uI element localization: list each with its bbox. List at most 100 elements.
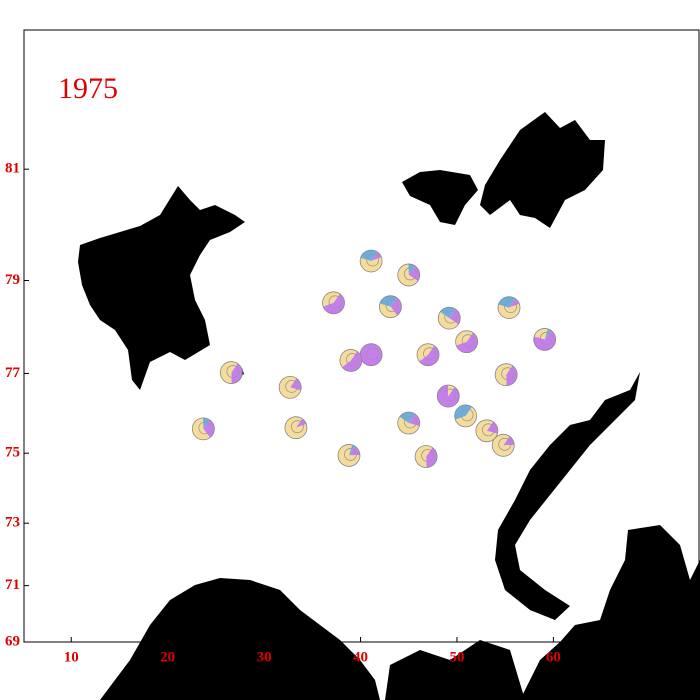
pie-outline	[494, 363, 518, 387]
pie-outline	[436, 384, 460, 408]
pie-inner-ring	[443, 388, 457, 402]
pie-slice	[440, 307, 456, 319]
map-title: 1975	[58, 72, 118, 105]
pie-outline	[397, 263, 421, 287]
pie-slice	[408, 265, 420, 282]
y-tick-label: 79	[5, 272, 20, 288]
pie-slice	[492, 434, 515, 457]
pie-outline	[437, 306, 461, 330]
pie-outline	[379, 295, 402, 319]
pie-inner-ring	[481, 423, 495, 437]
pie-slice	[203, 417, 210, 429]
pie	[219, 361, 243, 384]
pie-inner-ring	[345, 353, 359, 366]
y-tick-label: 73	[5, 515, 20, 531]
pie-outline	[397, 411, 421, 435]
pie-slice	[509, 298, 520, 308]
pie	[322, 291, 345, 315]
y-tick-label: 81	[5, 161, 20, 177]
pie-outline	[339, 349, 363, 372]
pie	[397, 263, 421, 287]
pie-slice	[455, 406, 477, 427]
pie-outline	[475, 419, 499, 443]
x-tick-label: 20	[160, 649, 175, 665]
pie-slice	[399, 412, 415, 424]
land-russia	[520, 525, 700, 700]
pie-inner-ring	[198, 421, 212, 435]
y-tick-label: 75	[5, 445, 20, 461]
pie-slice	[449, 309, 461, 325]
pie-slice	[342, 351, 362, 372]
pie	[491, 433, 515, 457]
x-tick-label: 60	[546, 649, 561, 665]
pie	[284, 416, 308, 440]
pie-slice	[447, 385, 455, 397]
pie-slice	[284, 416, 307, 439]
pie	[414, 445, 438, 468]
pie-slice	[220, 361, 238, 384]
pie-slice	[456, 332, 478, 353]
pie-slice	[390, 297, 402, 316]
pie-inner-ring	[539, 332, 553, 345]
pie-slice	[544, 328, 551, 340]
pie-inner-ring	[344, 448, 357, 461]
pie	[533, 328, 557, 351]
pie-slice	[419, 345, 440, 366]
land-kola	[385, 640, 525, 700]
pie-slice	[348, 444, 356, 456]
pie-outline	[497, 296, 521, 320]
pie-slice	[408, 413, 420, 427]
pie-inner-ring	[366, 253, 380, 267]
land-novaya-zemlya	[495, 372, 640, 620]
pie-inner-ring	[403, 415, 417, 429]
pie-slice	[498, 303, 521, 319]
pie-outline	[414, 445, 438, 468]
pie-slice	[475, 419, 498, 442]
pie-slice	[426, 447, 438, 468]
pie-inner-ring	[285, 379, 299, 393]
pie	[437, 306, 461, 330]
pie	[359, 343, 383, 367]
pie-slice	[231, 363, 243, 384]
x-tick-label: 10	[64, 649, 79, 665]
pie	[475, 419, 499, 443]
x-tick-label: 40	[353, 649, 368, 665]
pie-slice	[438, 311, 459, 330]
pie	[339, 349, 363, 372]
land-fjl	[402, 170, 478, 225]
pie-inner-ring	[498, 437, 512, 451]
pie-slice	[295, 418, 307, 428]
pie-inner-ring	[423, 347, 436, 361]
pie-outline	[219, 361, 243, 384]
pie-outline	[337, 444, 361, 467]
pie	[455, 330, 479, 354]
y-tick-label: 71	[5, 577, 20, 593]
pie-inner-ring	[328, 295, 342, 309]
pie-slice	[486, 421, 498, 434]
land-norway	[100, 578, 380, 700]
pie	[191, 417, 215, 441]
pie-slice	[279, 376, 301, 399]
pie-inner-ring	[460, 408, 474, 422]
pie-outline	[359, 249, 383, 273]
x-tick-label: 30	[257, 649, 272, 665]
pie	[278, 375, 302, 399]
pie-slice	[533, 330, 556, 351]
pie	[397, 411, 421, 435]
land-fjl-east	[480, 112, 605, 228]
pie-slice	[360, 257, 383, 272]
pie	[379, 295, 402, 319]
pie	[436, 384, 460, 408]
pie-inner-ring	[501, 367, 515, 381]
pie	[494, 363, 518, 387]
pie-slice	[397, 263, 418, 286]
pie-slice	[495, 363, 513, 386]
pie-inner-ring	[226, 365, 240, 378]
pie-slice	[397, 416, 420, 435]
pie-outline	[533, 328, 557, 351]
y-tick-label: 69	[5, 633, 20, 649]
pie-slice	[506, 365, 518, 386]
pie-inner-ring	[366, 347, 380, 361]
x-tick-label: 50	[449, 649, 464, 665]
